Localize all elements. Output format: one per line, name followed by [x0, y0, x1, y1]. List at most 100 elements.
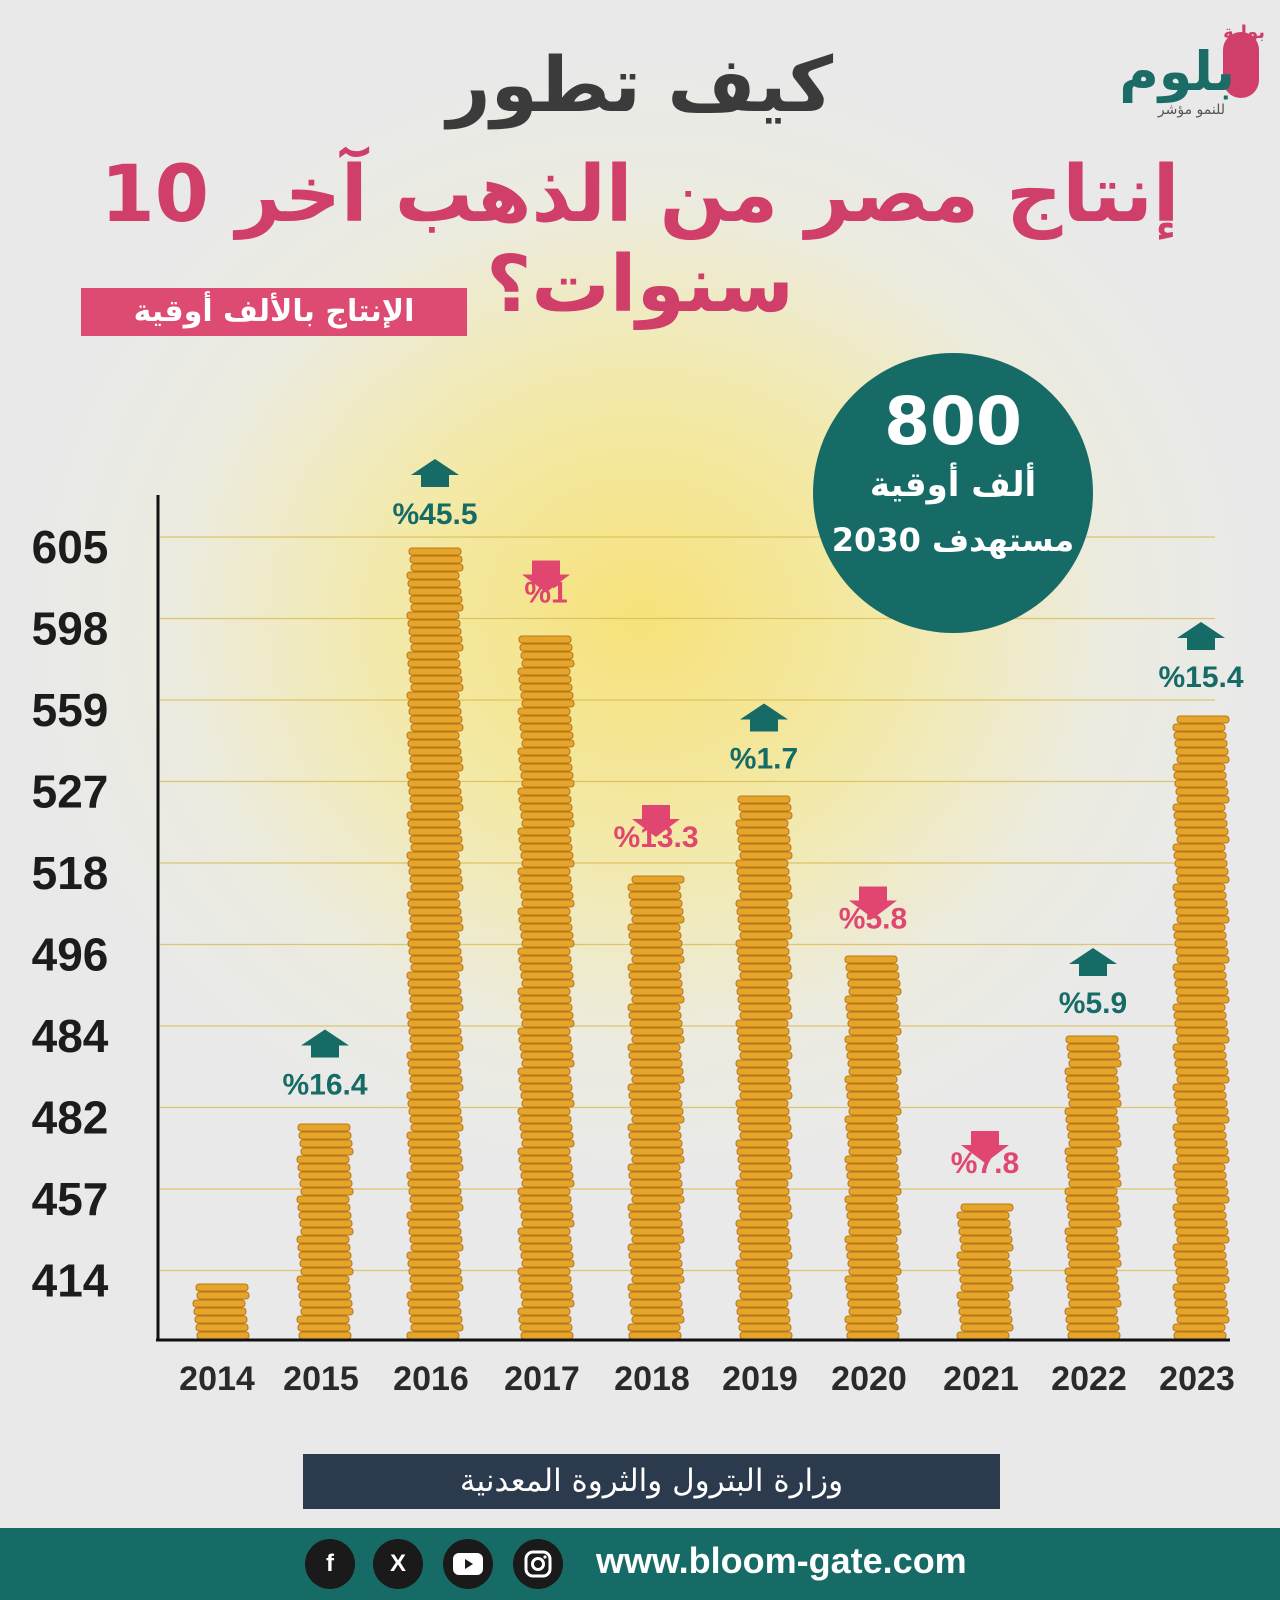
coin	[518, 795, 572, 804]
x-icon[interactable]: X	[373, 1539, 423, 1589]
coin	[519, 803, 573, 812]
coin	[519, 883, 573, 892]
coin	[739, 1051, 793, 1060]
y-tick-label: 496	[32, 929, 109, 981]
coin	[848, 1107, 902, 1116]
coin	[408, 1187, 462, 1196]
change-label: %1	[524, 577, 567, 610]
coin	[736, 867, 790, 876]
coin	[518, 1035, 572, 1044]
coin	[1065, 1115, 1119, 1124]
coin	[845, 1123, 899, 1132]
coin	[300, 1187, 354, 1196]
coin	[1174, 979, 1228, 988]
coin	[1066, 1043, 1120, 1052]
coin	[409, 1075, 463, 1084]
coin	[739, 891, 793, 900]
coin	[1176, 1115, 1230, 1124]
coin	[629, 1099, 683, 1108]
coin	[957, 1219, 1011, 1228]
coin	[844, 1035, 898, 1044]
facebook-icon[interactable]: f	[305, 1539, 355, 1589]
change-label: %5.9	[1059, 987, 1127, 1020]
youtube-icon[interactable]	[443, 1539, 493, 1589]
coin	[520, 1131, 574, 1140]
coin	[1067, 1131, 1121, 1140]
coin	[518, 1155, 572, 1164]
instagram-icon[interactable]	[513, 1539, 563, 1589]
coin	[299, 1259, 353, 1268]
coin	[1064, 1107, 1118, 1116]
coin	[1172, 763, 1226, 772]
coin	[956, 1211, 1010, 1220]
coin	[193, 1307, 247, 1316]
coin	[1175, 987, 1229, 996]
coin	[1174, 779, 1228, 788]
coin	[1175, 1267, 1229, 1276]
coin	[735, 1219, 789, 1228]
coin	[409, 595, 463, 604]
down-arrow-icon	[632, 805, 680, 837]
coin	[629, 1139, 683, 1148]
coin	[407, 699, 461, 708]
coin	[846, 1291, 900, 1300]
change-label: %13.3	[613, 821, 698, 854]
coin	[297, 1283, 351, 1292]
coin	[296, 1155, 350, 1164]
coin	[520, 1091, 574, 1100]
coin	[409, 635, 463, 644]
coin	[298, 1171, 352, 1180]
coin	[1068, 1179, 1122, 1188]
coin	[846, 1131, 900, 1140]
coin	[1176, 795, 1230, 804]
coin	[518, 875, 572, 884]
bar-chart: 605 598 559 527 518 496 484 482 457 414 2014 2015 %1…	[32, 459, 1244, 1398]
coin	[845, 1083, 899, 1092]
coin	[410, 1163, 464, 1172]
coin	[631, 1195, 685, 1204]
coin	[406, 891, 460, 900]
coin	[737, 915, 791, 924]
coin	[1174, 739, 1228, 748]
coin	[737, 1155, 791, 1164]
coin	[627, 1283, 681, 1292]
coin	[1064, 1067, 1118, 1076]
coin	[844, 1235, 898, 1244]
coin	[956, 1331, 1010, 1340]
x-tick-label: 2014	[179, 1360, 255, 1398]
coin	[735, 899, 789, 908]
coin	[735, 819, 789, 828]
coin	[1173, 1011, 1227, 1020]
coin	[630, 907, 684, 916]
coin	[1068, 1259, 1122, 1268]
coin	[1172, 1043, 1226, 1052]
coin	[300, 1267, 354, 1276]
coin	[409, 1315, 463, 1324]
coin	[738, 803, 792, 812]
coin	[631, 1235, 685, 1244]
coin	[630, 1307, 684, 1316]
coin	[406, 771, 460, 780]
coin	[848, 1307, 902, 1316]
coin	[409, 1035, 463, 1044]
coin	[1172, 1003, 1226, 1012]
coin	[735, 1259, 789, 1268]
coin	[407, 1139, 461, 1148]
coin	[1173, 1211, 1227, 1220]
coin	[518, 1235, 572, 1244]
coin	[736, 907, 790, 916]
coin	[628, 1211, 682, 1220]
coin	[520, 971, 574, 980]
coin	[738, 1083, 792, 1092]
coin	[738, 843, 792, 852]
coin	[735, 859, 789, 868]
coin	[195, 1323, 249, 1332]
coin	[1173, 1331, 1227, 1340]
coin	[518, 1075, 572, 1084]
coin	[519, 1243, 573, 1252]
coin	[1176, 1275, 1230, 1284]
website-link[interactable]: www.bloom-gate.com	[596, 1540, 967, 1581]
bar	[1172, 715, 1230, 1340]
coin	[1065, 1075, 1119, 1084]
coin	[739, 1251, 793, 1260]
